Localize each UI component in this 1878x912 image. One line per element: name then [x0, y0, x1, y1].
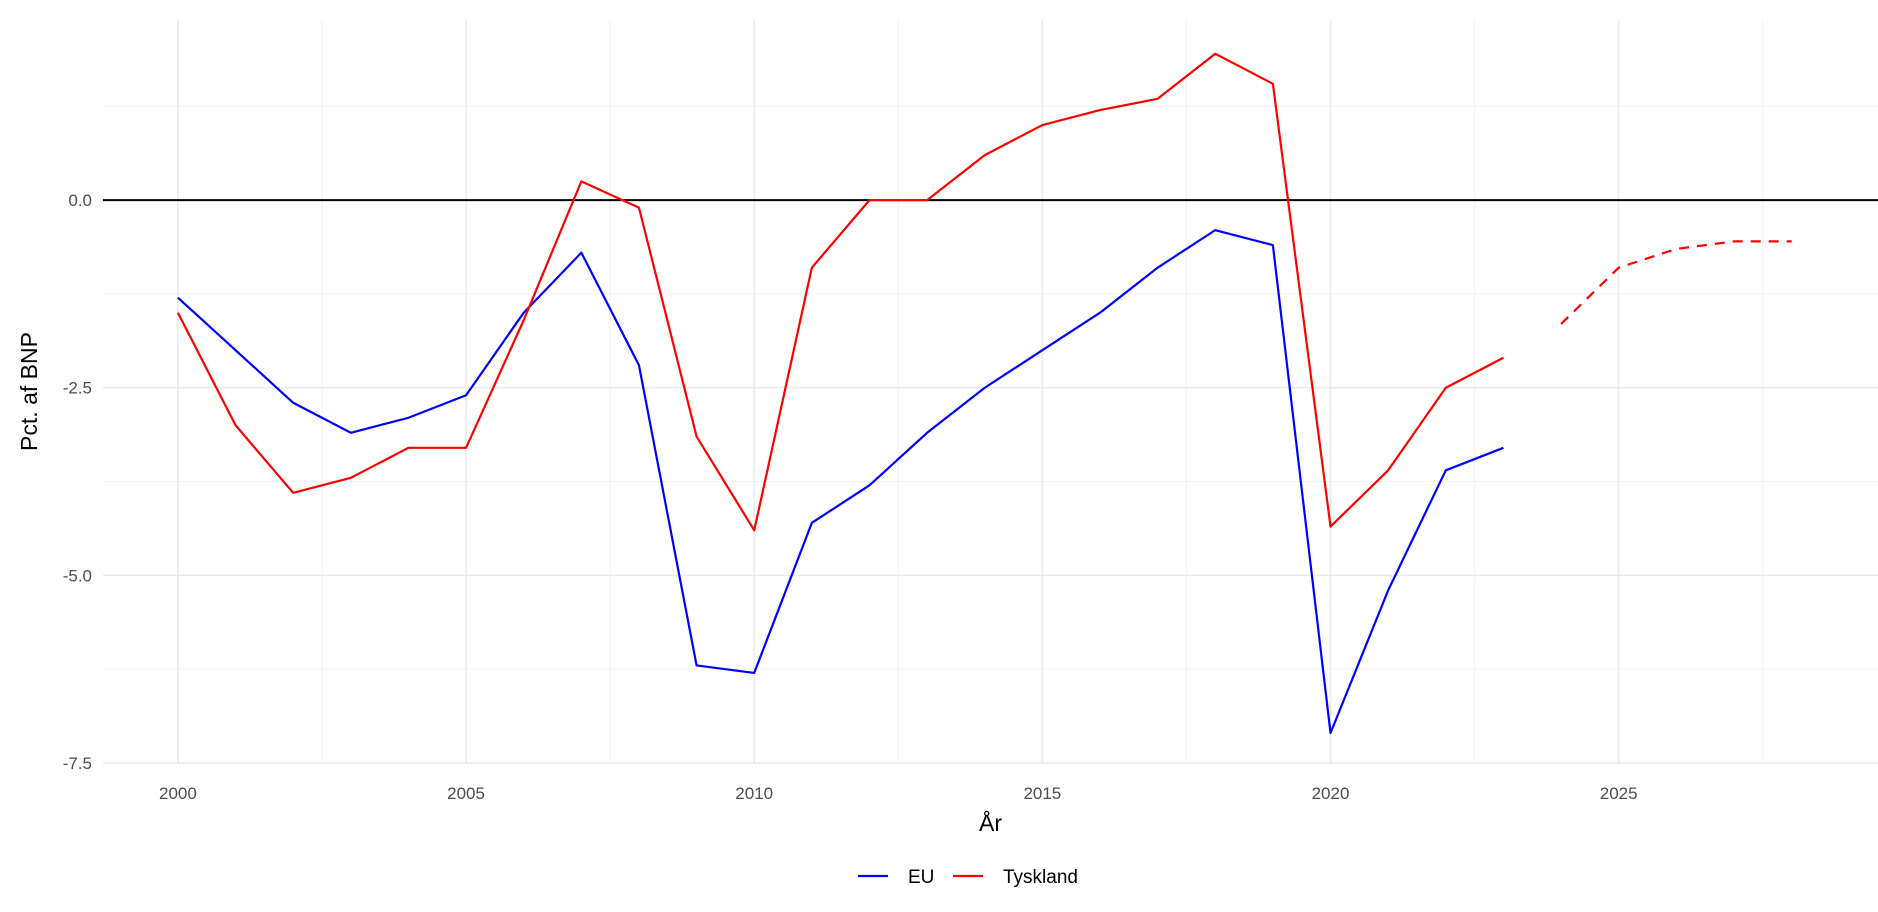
x-tick-labels: 2000 2005 2010 2015 2020 2025 — [159, 784, 1638, 803]
series-line-projection-dashed — [1560, 240, 1792, 325]
legend-label-eu: EU — [908, 867, 934, 888]
y-tick-labels: -7.5 -5.0 -2.5 0.0 — [63, 191, 92, 773]
grid-layer — [103, 20, 1878, 764]
series-layer — [176, 52, 1792, 735]
series-line-tyskland — [176, 52, 1504, 532]
legend: EU Tyskland — [858, 867, 1078, 888]
y-axis-title: Pct. af BNP — [16, 332, 42, 451]
x-tick-label: 2010 — [735, 784, 773, 803]
y-tick-label: -2.5 — [63, 379, 92, 398]
x-tick-label: 2015 — [1023, 784, 1061, 803]
y-tick-label: -7.5 — [63, 754, 92, 773]
x-tick-label: 2020 — [1312, 784, 1350, 803]
y-tick-label: 0.0 — [68, 191, 92, 210]
y-tick-label: -5.0 — [63, 566, 92, 585]
x-tick-label: 2005 — [447, 784, 485, 803]
series-line-eu — [177, 229, 1504, 735]
x-tick-label: 2025 — [1600, 784, 1638, 803]
legend-label-tyskland: Tyskland — [1003, 867, 1078, 888]
x-axis-title: År — [979, 809, 1002, 836]
x-tick-label: 2000 — [159, 784, 197, 803]
